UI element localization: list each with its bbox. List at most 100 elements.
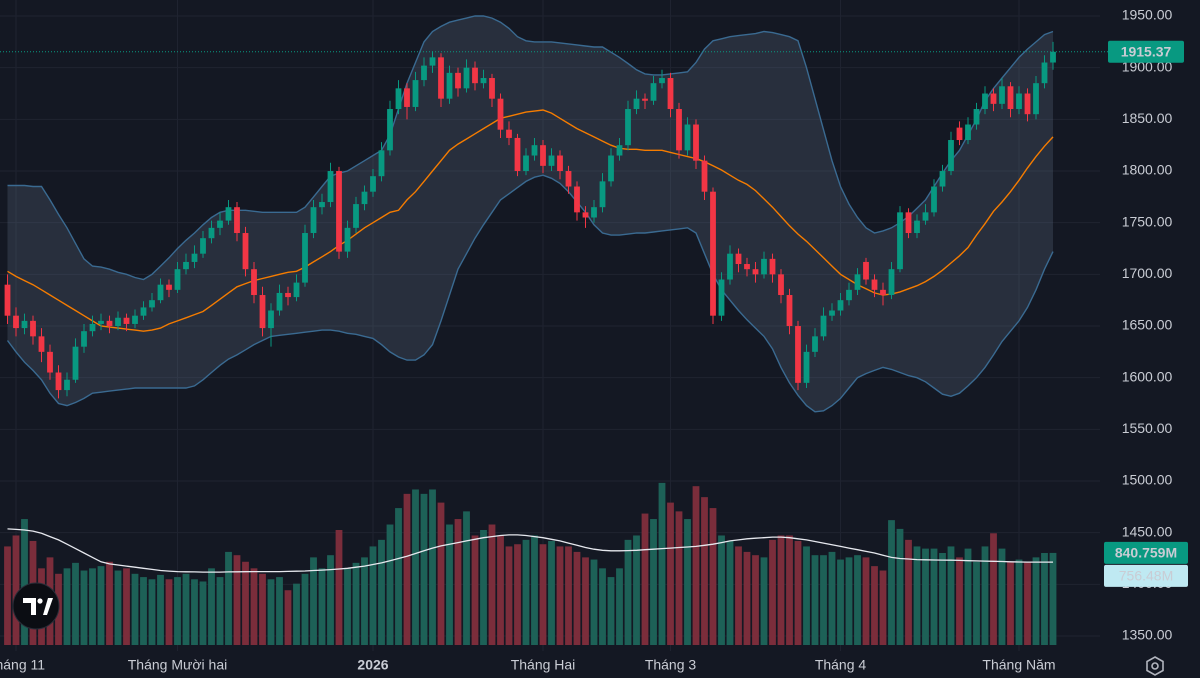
candle-body: [914, 220, 920, 234]
volume-bar: [633, 535, 640, 645]
y-tick-label: 1850.00: [1122, 110, 1173, 126]
candle-body: [829, 310, 835, 316]
candle-body: [565, 171, 572, 187]
volume-bar: [97, 566, 105, 645]
volume-bar: [956, 557, 963, 645]
candle-body: [251, 269, 257, 296]
candle-body: [302, 233, 308, 283]
volume-bar: [845, 557, 853, 645]
volume-bar: [395, 508, 402, 645]
candle-body: [693, 124, 699, 161]
volume-bar: [667, 502, 674, 645]
volume-bar: [216, 577, 224, 645]
volume-ma-label: 756.48M: [1119, 568, 1173, 584]
candle-body: [13, 315, 19, 329]
candle-body: [4, 284, 11, 316]
volume-bar: [131, 573, 139, 645]
volume-bar: [650, 519, 657, 645]
candle-body: [106, 320, 113, 327]
volume-bar: [301, 573, 309, 645]
volume-bar: [692, 486, 700, 645]
volume-bar: [973, 561, 980, 645]
settings-icon[interactable]: [1146, 656, 1164, 676]
volume-bar: [327, 555, 334, 645]
candle-body: [676, 109, 682, 151]
candle-body: [140, 307, 147, 316]
candle-body: [344, 227, 351, 252]
y-tick-label: 1650.00: [1122, 317, 1173, 333]
volume-bar: [854, 555, 861, 645]
volume-bar: [573, 551, 581, 645]
volume-bar: [480, 529, 487, 645]
candle-body: [55, 372, 62, 391]
candle-body: [115, 317, 121, 327]
candle-body: [650, 83, 657, 101]
volume-bar: [412, 489, 419, 645]
volume-bar: [565, 546, 572, 645]
candle-body: [353, 204, 359, 228]
candle-body: [863, 261, 869, 280]
volume-bar: [684, 519, 691, 645]
candle-body: [888, 269, 895, 296]
volume-bar: [276, 577, 283, 645]
candle-body: [421, 65, 427, 81]
x-tick-label: Tháng Mười hai: [128, 657, 227, 673]
volume-bar: [1015, 559, 1023, 645]
grid: [0, 0, 1100, 651]
y-tick-label: 1950.00: [1122, 7, 1173, 23]
candle-body: [225, 207, 232, 221]
candle-body: [1007, 86, 1014, 110]
candle-body: [455, 72, 461, 89]
candle-body: [200, 238, 206, 254]
volume-bar: [344, 568, 351, 645]
candle-body: [744, 264, 750, 270]
volume-bar: [1032, 557, 1040, 645]
volume-bar: [437, 502, 445, 645]
volume-bar: [250, 568, 258, 645]
volume-bar: [157, 574, 164, 645]
volume-bar: [233, 555, 241, 645]
volume-bar: [786, 535, 793, 645]
volume-bar: [505, 546, 513, 645]
volume-bar: [726, 540, 734, 645]
volume-bar: [199, 581, 207, 645]
volume-bar: [947, 546, 955, 645]
volume-bar: [888, 520, 895, 645]
candle-body: [846, 289, 852, 301]
volume-bar: [454, 519, 462, 645]
candle-body: [803, 351, 810, 383]
candle-body: [183, 261, 189, 270]
y-tick-label: 1750.00: [1122, 213, 1173, 229]
volume-bar: [735, 546, 742, 645]
volume-bar: [658, 482, 666, 645]
candle-body: [472, 67, 478, 84]
x-tick-label: Tháng Hai: [511, 657, 576, 673]
volume-bar: [879, 570, 887, 645]
volume-bar: [964, 548, 972, 645]
volume-bar: [378, 539, 385, 645]
volume-bar: [361, 557, 368, 645]
candle-body: [608, 155, 614, 182]
volume-bar: [743, 551, 751, 645]
volume-bar: [913, 546, 921, 645]
candle-body: [880, 289, 886, 296]
volume-bar: [386, 524, 394, 645]
volume-bar: [293, 583, 300, 645]
volume-bar: [446, 524, 453, 645]
y-tick-label: 1500.00: [1122, 472, 1173, 488]
candle-body: [1016, 93, 1022, 110]
volume-bar: [310, 557, 317, 645]
candle-body: [259, 295, 266, 329]
band-line: [6, 174, 1054, 413]
candle-body: [769, 258, 776, 275]
candle-body: [174, 269, 181, 290]
candle-body: [361, 191, 368, 205]
x-tick-label: Tháng 4: [815, 657, 867, 673]
candle-body: [667, 78, 674, 110]
candle-body: [404, 88, 410, 107]
tradingview-logo[interactable]: [12, 582, 60, 630]
candle-body: [948, 140, 954, 172]
volume-bar: [1041, 552, 1048, 645]
candle-body: [820, 315, 827, 337]
